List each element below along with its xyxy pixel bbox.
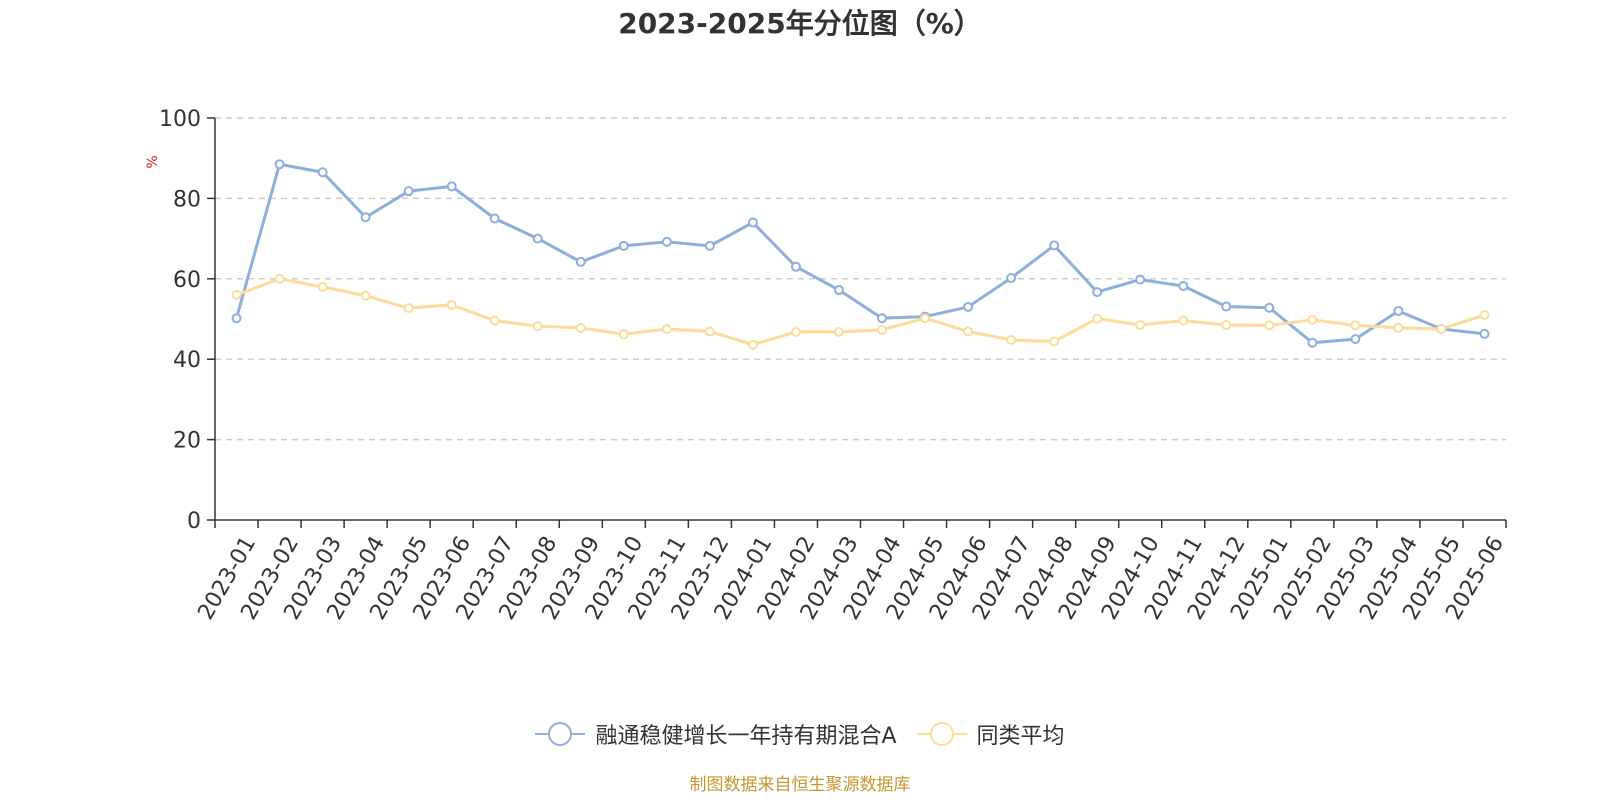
series-1-point xyxy=(963,301,974,312)
series-2-point xyxy=(704,326,715,337)
series-1-point xyxy=(274,159,285,170)
series-1-point xyxy=(575,256,586,267)
chart-title: 2023-2025年分位图（%） xyxy=(618,7,982,40)
legend-label-series-1: 融通稳健增长一年持有期混合A xyxy=(595,724,897,749)
series-1-point xyxy=(661,236,672,247)
series-1-point xyxy=(360,212,371,223)
series-2-point xyxy=(317,281,328,292)
series-2-point xyxy=(446,299,457,310)
y-tick-label: 80 xyxy=(173,187,201,212)
series-2-point xyxy=(1479,309,1490,320)
line-chart: 0204060801002023-012023-022023-032023-04… xyxy=(145,107,1509,624)
series-2-point xyxy=(833,326,844,337)
series-lines xyxy=(231,159,1490,350)
series-1-point xyxy=(1006,272,1017,283)
series-1-point xyxy=(1221,301,1232,312)
series-1-point xyxy=(1479,328,1490,339)
series-1-point xyxy=(790,261,801,272)
series-2-point xyxy=(1092,313,1103,324)
series-1-point xyxy=(1393,305,1404,316)
series-2-point xyxy=(532,321,543,332)
legend-marker-2-icon xyxy=(916,722,967,746)
series-2-point xyxy=(1049,336,1060,347)
legend: 融通稳健增长一年持有期混合A 同类平均 xyxy=(0,718,1600,750)
series-2-point xyxy=(1135,320,1146,331)
series-2-point xyxy=(661,324,672,335)
series-2-point xyxy=(1350,320,1361,331)
series-1-point xyxy=(833,285,844,296)
series-2-point xyxy=(790,326,801,337)
series-2-point xyxy=(1178,315,1189,326)
series-1-point xyxy=(1264,302,1275,313)
series-1-point xyxy=(231,313,242,324)
series-2-point xyxy=(489,315,500,326)
y-tick-label: 40 xyxy=(173,348,201,373)
series-1-point xyxy=(1307,337,1318,348)
series-2-point xyxy=(618,329,629,340)
series-1-point xyxy=(317,167,328,178)
series-1-point xyxy=(747,217,758,228)
series-1-point xyxy=(532,233,543,244)
axes: 0204060801002023-012023-022023-032023-04… xyxy=(159,107,1509,624)
legend-item-series-1[interactable]: 融通稳健增长一年持有期混合A xyxy=(535,718,897,750)
series-2-point xyxy=(1221,320,1232,331)
series-2-point xyxy=(1006,334,1017,345)
series-2-point xyxy=(231,289,242,300)
series-2-point xyxy=(1393,322,1404,333)
y-tick-label: 20 xyxy=(173,429,201,454)
source-note: 制图数据来自恒生聚源数据库 xyxy=(689,775,911,795)
series-1-point xyxy=(1350,334,1361,345)
y-tick-label: 0 xyxy=(187,509,201,534)
legend-marker-1-icon xyxy=(535,722,586,746)
grid-lines xyxy=(215,117,1506,441)
series-2-point xyxy=(274,273,285,284)
series-2-point xyxy=(920,313,931,324)
series-2-point xyxy=(963,326,974,337)
series-1-point xyxy=(446,181,457,192)
series-1-point xyxy=(704,240,715,251)
legend-item-series-2[interactable]: 同类平均 xyxy=(916,718,1065,750)
series-1-point xyxy=(1049,240,1060,251)
series-2-point xyxy=(403,303,414,314)
series-1-point xyxy=(877,313,888,324)
y-tick-label: 60 xyxy=(173,268,201,293)
series-1-point xyxy=(618,240,629,251)
series-2-point xyxy=(1264,320,1275,331)
series-2-point xyxy=(1307,314,1318,325)
y-axis-label: % xyxy=(145,155,161,168)
series-2-point xyxy=(360,290,371,301)
series-2-point xyxy=(1436,324,1447,335)
series-2-point xyxy=(877,324,888,335)
legend-label-series-2: 同类平均 xyxy=(976,724,1065,749)
series-line-2 xyxy=(235,277,1485,347)
series-2-point xyxy=(747,339,758,350)
y-tick-label: 100 xyxy=(159,107,201,132)
series-1-point xyxy=(403,186,414,197)
series-2-point xyxy=(575,322,586,333)
series-line-1 xyxy=(235,162,1485,345)
series-1-point xyxy=(1135,274,1146,285)
series-1-point xyxy=(489,213,500,224)
series-1-point xyxy=(1178,281,1189,292)
series-1-point xyxy=(1092,287,1103,298)
